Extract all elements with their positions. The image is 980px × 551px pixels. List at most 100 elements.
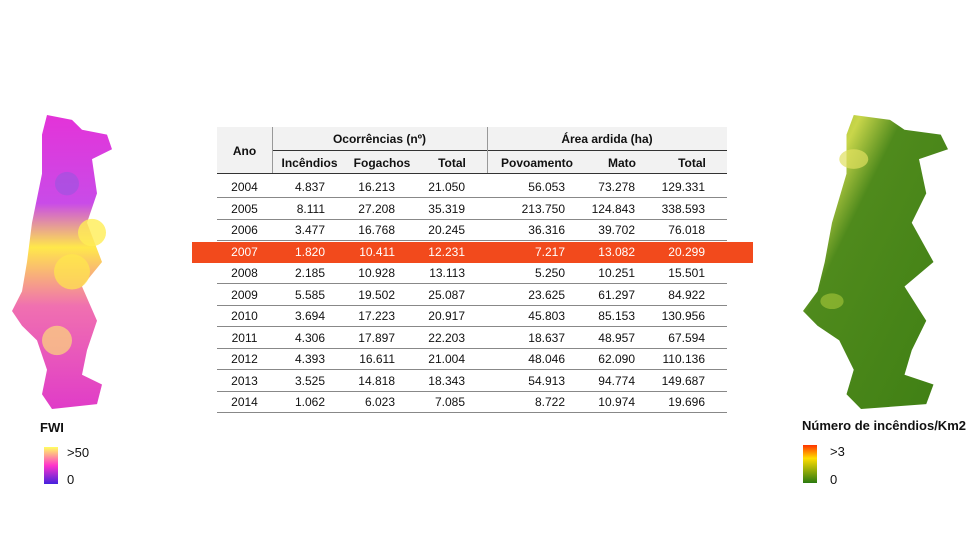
- value-cell: 14.818: [358, 373, 395, 388]
- rule: [217, 283, 727, 284]
- value-cell: 22.203: [428, 330, 465, 345]
- rule: [217, 326, 727, 327]
- value-cell: 213.750: [521, 201, 565, 216]
- value-cell: 19.696: [668, 395, 705, 409]
- rule: [217, 304, 727, 306]
- value-cell: 10.411: [359, 244, 395, 259]
- value-cell: 20.245: [428, 223, 465, 237]
- value-cell: 13.082: [598, 244, 635, 259]
- column-header: Fogachos: [353, 156, 411, 170]
- rule: [217, 412, 727, 413]
- value-cell: 13.113: [429, 266, 465, 280]
- column-header: Total: [678, 156, 706, 170]
- value-cell: 124.843: [591, 201, 635, 216]
- value-cell: 19.502: [358, 287, 395, 302]
- legend-title: Número de incêndios/Km2: [802, 418, 966, 433]
- value-cell: 27.208: [358, 201, 395, 216]
- value-cell: 48.046: [528, 352, 565, 366]
- rule: [217, 197, 727, 198]
- value-cell: 10.974: [598, 395, 635, 409]
- value-cell: 10.251: [598, 266, 635, 280]
- value-cell: 17.223: [358, 309, 395, 323]
- year-cell: 2010: [231, 309, 258, 323]
- value-cell: 5.250: [534, 266, 565, 280]
- year-cell: 2008: [231, 266, 258, 280]
- value-cell: 3.477: [294, 223, 325, 237]
- value-cell: 110.136: [662, 352, 706, 366]
- density-legend-scale: [803, 445, 817, 483]
- value-cell: 18.637: [528, 330, 565, 345]
- value-cell: 15.501: [668, 266, 705, 280]
- value-cell: 21.004: [428, 352, 465, 366]
- rule: [217, 390, 727, 392]
- legend-max: >50: [67, 445, 90, 460]
- value-cell: 20.917: [428, 309, 465, 323]
- value-cell: 25.087: [428, 287, 465, 302]
- value-cell: 8.722: [534, 395, 565, 409]
- value-cell: 36.316: [528, 223, 565, 237]
- value-cell: 21.050: [428, 180, 465, 194]
- group-header: Área ardida (ha): [561, 132, 653, 146]
- value-cell: 7.217: [534, 244, 565, 259]
- value-cell: 10.928: [358, 266, 395, 280]
- value-cell: 4.393: [294, 352, 325, 366]
- value-cell: 23.625: [528, 287, 565, 302]
- value-cell: 3.525: [294, 373, 325, 388]
- year-cell: 2005: [231, 201, 258, 216]
- value-cell: 45.803: [528, 309, 565, 323]
- fwi-legend-scale: [44, 447, 58, 484]
- value-cell: 20.299: [668, 244, 705, 259]
- value-cell: 8.111: [296, 201, 325, 216]
- rule: [217, 261, 727, 263]
- group-header: Ocorrências (nº): [332, 132, 427, 146]
- value-cell: 5.585: [294, 287, 325, 302]
- year-cell: 2007: [231, 244, 258, 259]
- value-cell: 94.774: [598, 373, 635, 388]
- value-cell: 56.053: [528, 180, 565, 194]
- legend-min: 0: [830, 472, 838, 487]
- column-header: Povoamento: [500, 156, 573, 170]
- value-cell: 4.306: [294, 330, 325, 345]
- value-cell: 16.611: [359, 352, 395, 366]
- value-cell: 35.319: [428, 201, 465, 216]
- value-cell: 4.837: [294, 180, 325, 194]
- rule: [272, 127, 273, 173]
- year-cell: 2012: [231, 352, 258, 366]
- fwi-map: [12, 115, 112, 409]
- value-cell: 1.820: [294, 244, 325, 259]
- value-cell: 149.687: [661, 373, 705, 388]
- year-cell: 2006: [231, 223, 258, 237]
- value-cell: 3.694: [294, 309, 325, 323]
- value-cell: 7.085: [434, 395, 465, 409]
- value-cell: 18.343: [428, 373, 465, 388]
- value-cell: 12.231: [428, 244, 465, 259]
- rule: [217, 240, 727, 241]
- value-cell: 62.090: [598, 352, 635, 366]
- fire-density-map: [803, 115, 948, 409]
- year-cell: 2013: [231, 373, 258, 388]
- value-cell: 73.278: [598, 180, 635, 194]
- legend-title: FWI: [40, 420, 64, 435]
- column-header: Ano: [232, 144, 257, 158]
- value-cell: 67.594: [668, 330, 705, 345]
- column-header: Incêndios: [281, 156, 338, 170]
- value-cell: 6.023: [364, 395, 395, 409]
- highlight-row: [192, 241, 753, 263]
- value-cell: 16.213: [358, 180, 395, 194]
- column-header: Mato: [608, 156, 636, 170]
- year-cell: 2014: [231, 395, 258, 409]
- year-cell: 2011: [231, 330, 258, 345]
- value-cell: 85.153: [598, 309, 635, 323]
- value-cell: 61.297: [598, 287, 635, 302]
- rule: [217, 218, 727, 220]
- value-cell: 76.018: [668, 223, 705, 237]
- rule: [217, 347, 727, 349]
- legend-max: >3: [830, 444, 845, 459]
- value-cell: 39.702: [598, 223, 635, 237]
- value-cell: 2.185: [294, 266, 325, 280]
- rule: [487, 127, 488, 173]
- year-cell: 2009: [231, 287, 258, 302]
- year-cell: 2004: [231, 180, 258, 194]
